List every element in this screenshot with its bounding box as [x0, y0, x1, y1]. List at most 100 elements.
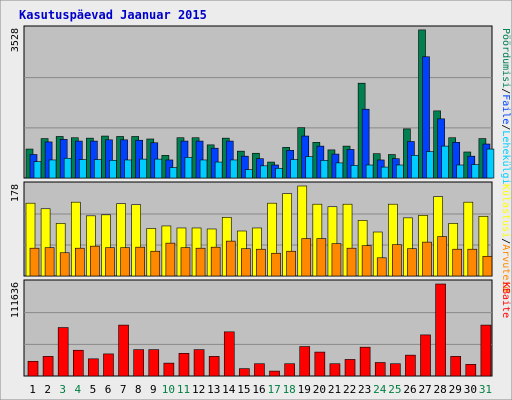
- top-bar-lehekülgi-day-20: [320, 160, 329, 179]
- x-tick-label-4: 4: [75, 383, 82, 396]
- right-legend: Pöördumisi/Faile/LehekülgiKülastusi/Arvu…: [500, 28, 511, 318]
- x-tick-label-2: 2: [44, 383, 51, 396]
- top-bar-faile-day-15: [241, 155, 249, 179]
- top-bar-lehekülgi-day-26: [411, 155, 419, 179]
- bottom-legend-part-0: KBaite: [500, 282, 511, 318]
- top-bar-lehekülgi-day-27: [426, 151, 434, 179]
- x-tick-label-10: 10: [162, 383, 175, 396]
- middle-legend-part-0: Külastusi: [500, 184, 511, 238]
- top-legend-text: Pöördumisi/Faile/Lehekülgi: [500, 28, 511, 185]
- middle-bar-arvuteid-day-7: [120, 247, 130, 277]
- top-bar-faile-day-29: [452, 142, 461, 179]
- x-tick-label-30: 30: [464, 383, 477, 396]
- middle-bar-arvuteid-day-3: [59, 252, 70, 277]
- top-bar-lehekülgi-day-7: [124, 159, 132, 179]
- top-legend-part-1: /: [500, 88, 511, 94]
- top-bar-lehekülgi-day-3: [63, 157, 72, 179]
- bottom-bar-kbaite-day-6: [103, 353, 114, 377]
- middle-bar-arvuteid-day-29: [452, 248, 463, 277]
- middle-bar-arvuteid-day-19: [301, 238, 312, 277]
- middle-bar-arvuteid-day-14: [225, 240, 236, 277]
- top-bar-lehekülgi-day-24: [380, 166, 389, 179]
- middle-bar-arvuteid-day-27: [422, 241, 432, 277]
- x-axis: 1 2 3 4 5 6 7 8 9 10 11 12 13 14 15 16 17 18 19 20 21 22 23 24 2…: [29, 383, 492, 396]
- bottom-bar-kbaite-day-20: [314, 351, 326, 377]
- top-bar-lehekülgi-day-10: [169, 167, 178, 179]
- top-bar-lehekülgi-day-31: [486, 148, 495, 179]
- middle-bar-arvuteid-day-16: [256, 248, 266, 277]
- top-bar-faile-day-7: [120, 139, 128, 179]
- middle-bar-arvuteid-day-20: [316, 238, 327, 277]
- bottom-bar-kbaite-day-26: [405, 354, 416, 377]
- top-bar-lehekülgi-day-16: [260, 165, 268, 179]
- bottom-bar-kbaite-day-14: [223, 331, 235, 377]
- x-tick-label-12: 12: [192, 383, 205, 396]
- top-bar-lehekülgi-day-11: [184, 157, 193, 179]
- middle-bar-arvuteid-day-8: [135, 246, 145, 277]
- bottom-bar-kbaite-day-19: [299, 346, 311, 377]
- top-bar-faile-day-23: [361, 108, 370, 179]
- x-tick-label-18: 18: [283, 383, 296, 396]
- bottom-bar-kbaite-day-5: [88, 358, 99, 377]
- bottom-bar-kbaite-day-29: [450, 356, 462, 377]
- bottom-bar-kbaite-day-4: [72, 349, 84, 377]
- x-tick-label-29: 29: [449, 383, 462, 396]
- top-legend-part-4: Lehekülgi: [500, 130, 511, 184]
- x-tick-label-25: 25: [388, 383, 401, 396]
- top-bar-faile-day-6: [105, 139, 113, 179]
- top-bar-faile-day-14: [225, 140, 234, 179]
- middle-bar-arvuteid-day-9: [150, 250, 161, 277]
- top-bar-lehekülgi-day-29: [456, 164, 465, 179]
- bottom-bar-kbaite-day-9: [148, 349, 160, 377]
- x-tick-label-14: 14: [222, 383, 236, 396]
- top-bar-lehekülgi-day-21: [335, 162, 344, 179]
- bottom-bar-kbaite-day-13: [208, 356, 220, 377]
- middle-bar-arvuteid-day-28: [437, 236, 447, 277]
- middle-bar-arvuteid-day-22: [346, 247, 357, 277]
- bottom-bar-kbaite-day-21: [329, 363, 341, 377]
- top-panel: 3528: [10, 25, 495, 179]
- x-tick-label-19: 19: [298, 383, 311, 396]
- top-bar-lehekülgi-day-30: [471, 164, 480, 179]
- x-tick-label-15: 15: [237, 383, 250, 396]
- bottom-bar-kbaite-day-11: [178, 353, 190, 377]
- bottom-bar-kbaite-day-23: [359, 346, 371, 377]
- middle-bar-arvuteid-day-5: [90, 245, 100, 277]
- middle-bar-arvuteid-day-17: [271, 252, 281, 277]
- top-bar-lehekülgi-day-18: [290, 159, 298, 179]
- top-bar-lehekülgi-day-9: [154, 158, 163, 179]
- top-bar-lehekülgi-day-2: [48, 159, 57, 179]
- bottom-bar-kbaite-day-25: [390, 363, 401, 377]
- x-tick-label-8: 8: [135, 383, 142, 396]
- bottom-legend-text: KBaite: [500, 282, 511, 318]
- top-bar-faile-day-27: [422, 56, 430, 179]
- x-tick-label-7: 7: [120, 383, 127, 396]
- x-tick-label-31: 31: [479, 383, 492, 396]
- middle-panel: 178: [10, 181, 493, 277]
- top-bar-faile-day-22: [346, 149, 355, 179]
- x-tick-label-3: 3: [59, 383, 66, 396]
- top-bar-lehekülgi-day-14: [229, 159, 238, 179]
- x-tick-label-24: 24: [373, 383, 387, 396]
- middle-bar-arvuteid-day-24: [376, 257, 387, 277]
- top-bar-lehekülgi-day-15: [245, 169, 253, 179]
- top-bar-lehekülgi-day-19: [305, 156, 314, 179]
- bottom-bar-kbaite-day-27: [420, 334, 431, 377]
- top-ymax-label: 3528: [10, 28, 21, 52]
- bottom-bar-kbaite-day-1: [27, 360, 39, 377]
- middle-bar-arvuteid-day-11: [180, 247, 191, 277]
- top-bar-lehekülgi-day-17: [275, 168, 283, 179]
- top-bar-lehekülgi-day-6: [109, 160, 117, 179]
- x-tick-label-17: 17: [267, 383, 280, 396]
- bottom-bar-kbaite-day-12: [193, 349, 205, 377]
- top-bar-lehekülgi-day-8: [139, 158, 147, 179]
- x-tick-label-6: 6: [105, 383, 112, 396]
- middle-legend-part-1: /: [500, 238, 511, 244]
- x-tick-label-27: 27: [418, 383, 431, 396]
- middle-legend-part-2: Arvuteid: [500, 244, 511, 292]
- middle-bar-arvuteid-day-21: [331, 243, 342, 277]
- x-tick-label-1: 1: [29, 383, 36, 396]
- top-bar-lehekülgi-day-1: [33, 161, 42, 179]
- middle-ymax-label: 178: [10, 184, 21, 202]
